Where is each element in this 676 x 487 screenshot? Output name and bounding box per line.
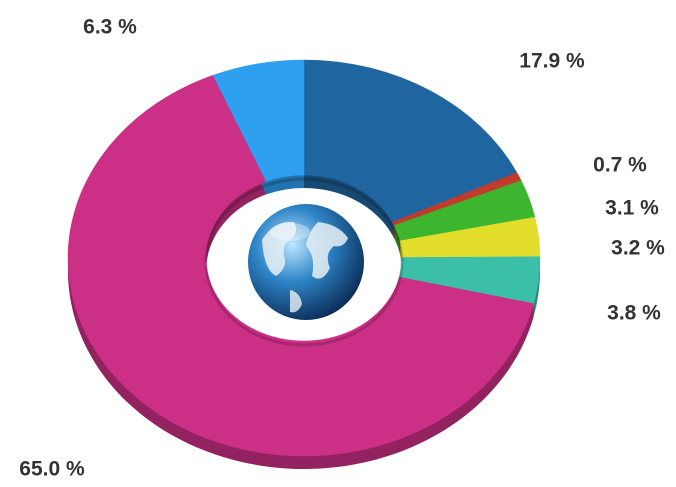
globe-icon bbox=[248, 204, 364, 320]
value-label: 3.1 % bbox=[605, 197, 659, 220]
value-label: 3.2 % bbox=[611, 237, 665, 260]
value-label: 0.7 % bbox=[593, 154, 647, 177]
value-label: 3.8 % bbox=[607, 302, 661, 325]
value-label: 17.9 % bbox=[519, 50, 585, 73]
value-label: 65.0 % bbox=[19, 458, 85, 481]
value-label: 6.3 % bbox=[83, 16, 137, 39]
chart: 17.9 % 0.7 % 3.1 % 3.2 % 3.8 % 65.0 % 6.3 % bbox=[0, 0, 676, 487]
